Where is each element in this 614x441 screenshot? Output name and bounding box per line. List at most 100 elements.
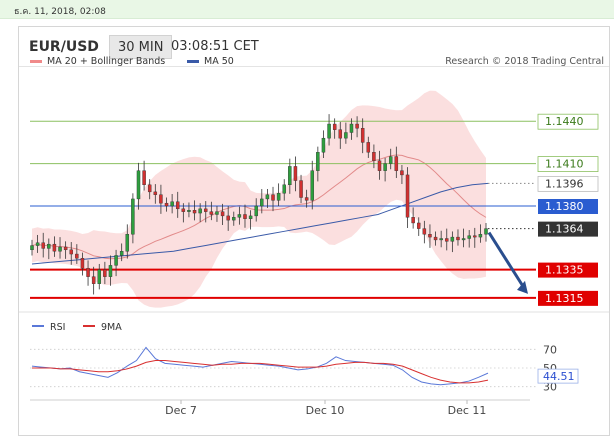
candle-body <box>114 255 118 266</box>
level-label-box-6 <box>538 290 598 306</box>
candle-body <box>422 228 427 235</box>
candle-body <box>248 215 253 219</box>
candle-body <box>388 156 393 164</box>
candle-body <box>209 211 214 215</box>
level-label-5: 1.1335 <box>545 264 584 277</box>
candle-body <box>366 142 371 153</box>
candle-body <box>316 152 320 171</box>
candle-body <box>473 235 477 238</box>
candle-body <box>35 242 40 246</box>
candle-body <box>400 170 404 176</box>
timeframe-button[interactable]: 30 MIN <box>109 35 173 59</box>
candle-body <box>181 208 186 212</box>
rsi-legend-label: RSI <box>50 322 65 333</box>
candle-body <box>405 174 410 218</box>
candle-body <box>30 245 34 251</box>
rsi-tick-30: 30 <box>543 381 557 394</box>
x-tick-label-2: Dec 11 <box>448 404 487 417</box>
research-credit: Research © 2018 Trading Central <box>445 56 604 67</box>
candle-body <box>265 194 270 200</box>
rsi-series-0 <box>31 346 489 386</box>
level-label-box-0 <box>537 113 599 130</box>
legend-item-ma50: MA 50 <box>187 56 234 67</box>
candle-body <box>377 160 382 171</box>
candle-body <box>243 214 247 219</box>
candle-body <box>164 202 169 207</box>
level-label-box-2 <box>537 175 599 192</box>
level-label-1: 1.1410 <box>545 158 584 171</box>
candle-body <box>75 253 79 259</box>
candle-body <box>439 238 443 241</box>
level-label-2: 1.1396 <box>545 177 584 190</box>
candle-body <box>91 276 96 284</box>
candle-body <box>372 152 376 161</box>
legend-item-ma20: MA 20 + Bollinger Bands <box>30 56 165 67</box>
chart-header: EUR/USD 30 MIN 03:08:51 CET <box>19 27 609 67</box>
level-label-3: 1.1380 <box>545 200 584 213</box>
candle-body <box>299 180 303 198</box>
candle-body <box>433 236 438 241</box>
candle-body <box>411 217 415 224</box>
candle-body <box>327 123 331 139</box>
candle-body <box>288 166 292 185</box>
candle-body <box>445 238 449 242</box>
candle-body <box>417 222 421 229</box>
candle-body <box>142 170 146 186</box>
candle-body <box>220 211 225 217</box>
candle-body <box>69 249 73 255</box>
level-label-box-1 <box>537 156 599 173</box>
candle-body <box>450 236 455 242</box>
candle-body <box>97 269 101 284</box>
candle-body <box>428 234 432 238</box>
candle-body <box>360 128 365 143</box>
candle-body <box>321 137 326 153</box>
level-label-box-5 <box>538 262 598 278</box>
rsi-current-value: 44.51 <box>543 370 575 383</box>
level-label-4: 1.1364 <box>545 223 584 236</box>
candle-body <box>383 163 387 171</box>
candle-body <box>103 269 107 277</box>
candle-body <box>456 236 460 241</box>
candle-body <box>260 198 264 207</box>
candle-body <box>355 123 359 129</box>
candle-body <box>119 251 124 256</box>
candle-body <box>215 211 219 215</box>
candle-body <box>52 243 57 252</box>
level-label-box-3 <box>538 199 598 214</box>
candle-body <box>467 235 471 239</box>
candle-body <box>41 242 45 249</box>
candle-body <box>276 193 281 201</box>
candle-body <box>344 132 348 139</box>
level-label-0: 1.1440 <box>545 115 584 128</box>
candle-body <box>159 194 163 204</box>
candle-body <box>226 215 230 221</box>
datestamp: ธ.ค. 11, 2018, 02:08 <box>14 7 106 17</box>
ma50-line <box>31 182 489 265</box>
candle-body <box>125 234 130 252</box>
candle-body <box>175 201 180 210</box>
candle-body <box>394 156 399 171</box>
candle-body <box>271 194 275 201</box>
candle-body <box>131 198 135 235</box>
level-label-box-4 <box>538 221 598 237</box>
candle-body <box>170 201 174 207</box>
candle-body <box>147 184 152 193</box>
candle-body <box>484 228 488 235</box>
candle-body <box>232 217 236 221</box>
candle-body <box>187 210 191 212</box>
rsi-ma-legend-label: 9MA <box>101 322 122 333</box>
ma20-line <box>31 154 487 260</box>
candle-body <box>80 258 85 269</box>
datestamp-bar: ธ.ค. 11, 2018, 02:08 <box>0 0 614 19</box>
symbol-label: EUR/USD <box>29 39 99 55</box>
candle-body <box>47 243 51 249</box>
x-tick-label-1: Dec 10 <box>306 404 345 417</box>
candle-body <box>478 234 483 238</box>
candle-body <box>136 170 141 200</box>
candle-body <box>204 208 208 212</box>
candle-body <box>153 191 158 195</box>
candle-body <box>237 214 242 218</box>
candle-body <box>332 123 337 130</box>
candle-body <box>192 210 197 214</box>
